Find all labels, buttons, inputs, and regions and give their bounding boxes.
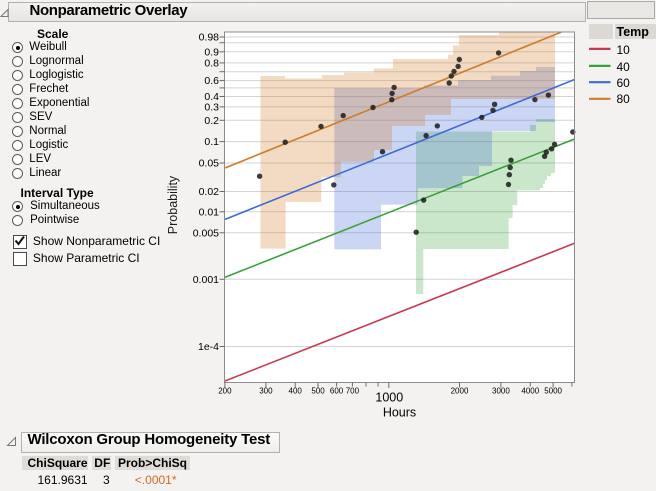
svg-text:300: 300 — [259, 387, 273, 396]
svg-text:700: 700 — [346, 387, 360, 396]
svg-text:0.005: 0.005 — [193, 227, 219, 239]
svg-text:1000: 1000 — [375, 391, 403, 405]
svg-text:0.1: 0.1 — [204, 136, 219, 148]
svg-text:600: 600 — [330, 387, 344, 396]
svg-text:400: 400 — [289, 387, 303, 396]
svg-text:3000: 3000 — [492, 387, 510, 396]
svg-text:0.001: 0.001 — [193, 274, 219, 286]
svg-text:0.02: 0.02 — [199, 186, 220, 198]
svg-text:500: 500 — [311, 387, 325, 396]
svg-text:0.98: 0.98 — [199, 32, 220, 44]
svg-text:0.2: 0.2 — [204, 115, 219, 127]
svg-text:Hours: Hours — [383, 406, 416, 420]
svg-text:0.9: 0.9 — [204, 46, 219, 58]
svg-text:0.6: 0.6 — [204, 75, 219, 87]
svg-text:0.05: 0.05 — [199, 158, 220, 170]
svg-text:2000: 2000 — [451, 387, 469, 396]
svg-text:200: 200 — [218, 387, 232, 396]
svg-text:1e-4: 1e-4 — [198, 341, 219, 353]
svg-text:0.3: 0.3 — [204, 101, 219, 113]
svg-text:0.4: 0.4 — [204, 91, 219, 103]
svg-text:Probability: Probability — [166, 175, 180, 234]
svg-text:5000: 5000 — [544, 387, 562, 396]
svg-text:0.8: 0.8 — [204, 57, 219, 69]
svg-text:4000: 4000 — [521, 387, 539, 396]
svg-text:0.01: 0.01 — [199, 206, 220, 218]
